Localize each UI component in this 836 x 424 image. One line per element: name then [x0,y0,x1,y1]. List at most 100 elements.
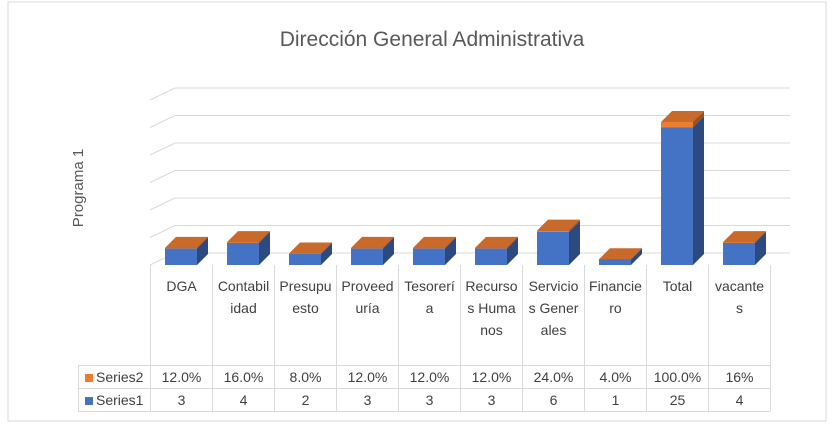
bar-side [383,237,394,265]
table-value: 12.0% [150,365,212,388]
bar-front [289,254,321,265]
category-label: Servicios Generales [522,265,584,365]
bar-segment [599,248,642,260]
table-value: 24.0% [522,365,584,388]
table-value: 6 [522,388,584,411]
bar-top [413,236,456,248]
bar-side [321,243,332,265]
bar-front [537,230,569,232]
table-value: 16% [708,365,770,388]
bar-front [413,247,445,249]
table-value: 2 [274,388,336,411]
table-value: 4 [212,388,274,411]
bar-side [693,116,704,265]
bar-front [165,248,197,265]
bar-segment [661,111,704,128]
bar-side [507,237,518,265]
bar-front [723,243,755,265]
bar-top [227,231,270,243]
bar-side [445,236,456,249]
grid-line [149,225,790,238]
bar-side [569,221,580,265]
bar-front [661,122,693,128]
bar-side [569,219,580,232]
bar-segment [413,236,456,249]
y-axis-label: Programa 1 [70,149,87,227]
legend-label: Series2 [96,369,144,385]
bar-segment [475,236,518,249]
table-value: 3 [336,388,398,411]
bar-front [227,242,259,243]
chart-border [7,1,827,422]
table-value: 1 [584,388,646,411]
table-value: 3 [460,388,522,411]
bar-side [755,231,766,243]
category-label: Financiero [584,265,646,365]
grid-line [149,142,790,156]
table-value: 4.0% [584,365,646,388]
category-label: Tesorería [398,265,460,365]
grid-line [149,87,790,101]
bar-top [289,242,332,254]
bar-segment [723,231,766,243]
bar-side [197,237,208,265]
bar-side [631,248,642,265]
legend-swatch [85,397,93,405]
grid-line [149,115,790,128]
bar-segment [165,236,208,249]
bar-front [351,248,383,265]
bar-segment [289,242,332,254]
bar-front [723,242,755,243]
grid-line [149,170,790,183]
bar-side [321,242,332,254]
bar-side [693,111,704,128]
bar-side [507,236,518,249]
category-label: Recursos Humanos [460,265,522,365]
bar-top [351,236,394,248]
category-label: Total [646,265,708,365]
bar-side [383,236,394,249]
bar-front [661,127,693,265]
category-label: Contabilidad [212,265,274,365]
table-value: 12.0% [398,365,460,388]
legend-label: Series1 [96,392,144,408]
category-label: DGA [150,265,212,365]
bar-front [599,259,631,265]
bar-front [475,248,507,265]
legend-cell: Series2 [78,365,150,388]
bar-segment [351,236,394,249]
table-bottom [78,411,770,412]
bar-top [475,236,518,248]
legend-swatch [85,374,93,382]
table-value: 8.0% [274,365,336,388]
table-value: 16.0% [212,365,274,388]
bar-top [661,111,704,122]
table-right [770,265,771,411]
bar-segment [227,231,270,243]
table-value: 12.0% [336,365,398,388]
bar-side [259,231,270,243]
table-value: 12.0% [460,365,522,388]
bar-front [537,232,569,265]
bar-front [413,248,445,265]
table-value: 3 [398,388,460,411]
table-value: 100.0% [646,365,708,388]
table-value: 25 [646,388,708,411]
legend-cell: Series1 [78,388,150,411]
table-value: 3 [150,388,212,411]
bar-side [197,236,208,249]
bar-front [475,247,507,249]
bar-front [227,243,259,265]
bar-top [165,236,208,248]
chart-title: Dirección General Administrativa [280,28,585,51]
bar-top [599,248,642,260]
category-label: Proveeduría [336,265,398,365]
category-label: vacantes [708,265,770,365]
table-value: 4 [708,388,770,411]
bar-top [723,231,766,243]
bar-front [351,247,383,249]
bar-front [165,247,197,249]
bar-segment [661,116,704,265]
